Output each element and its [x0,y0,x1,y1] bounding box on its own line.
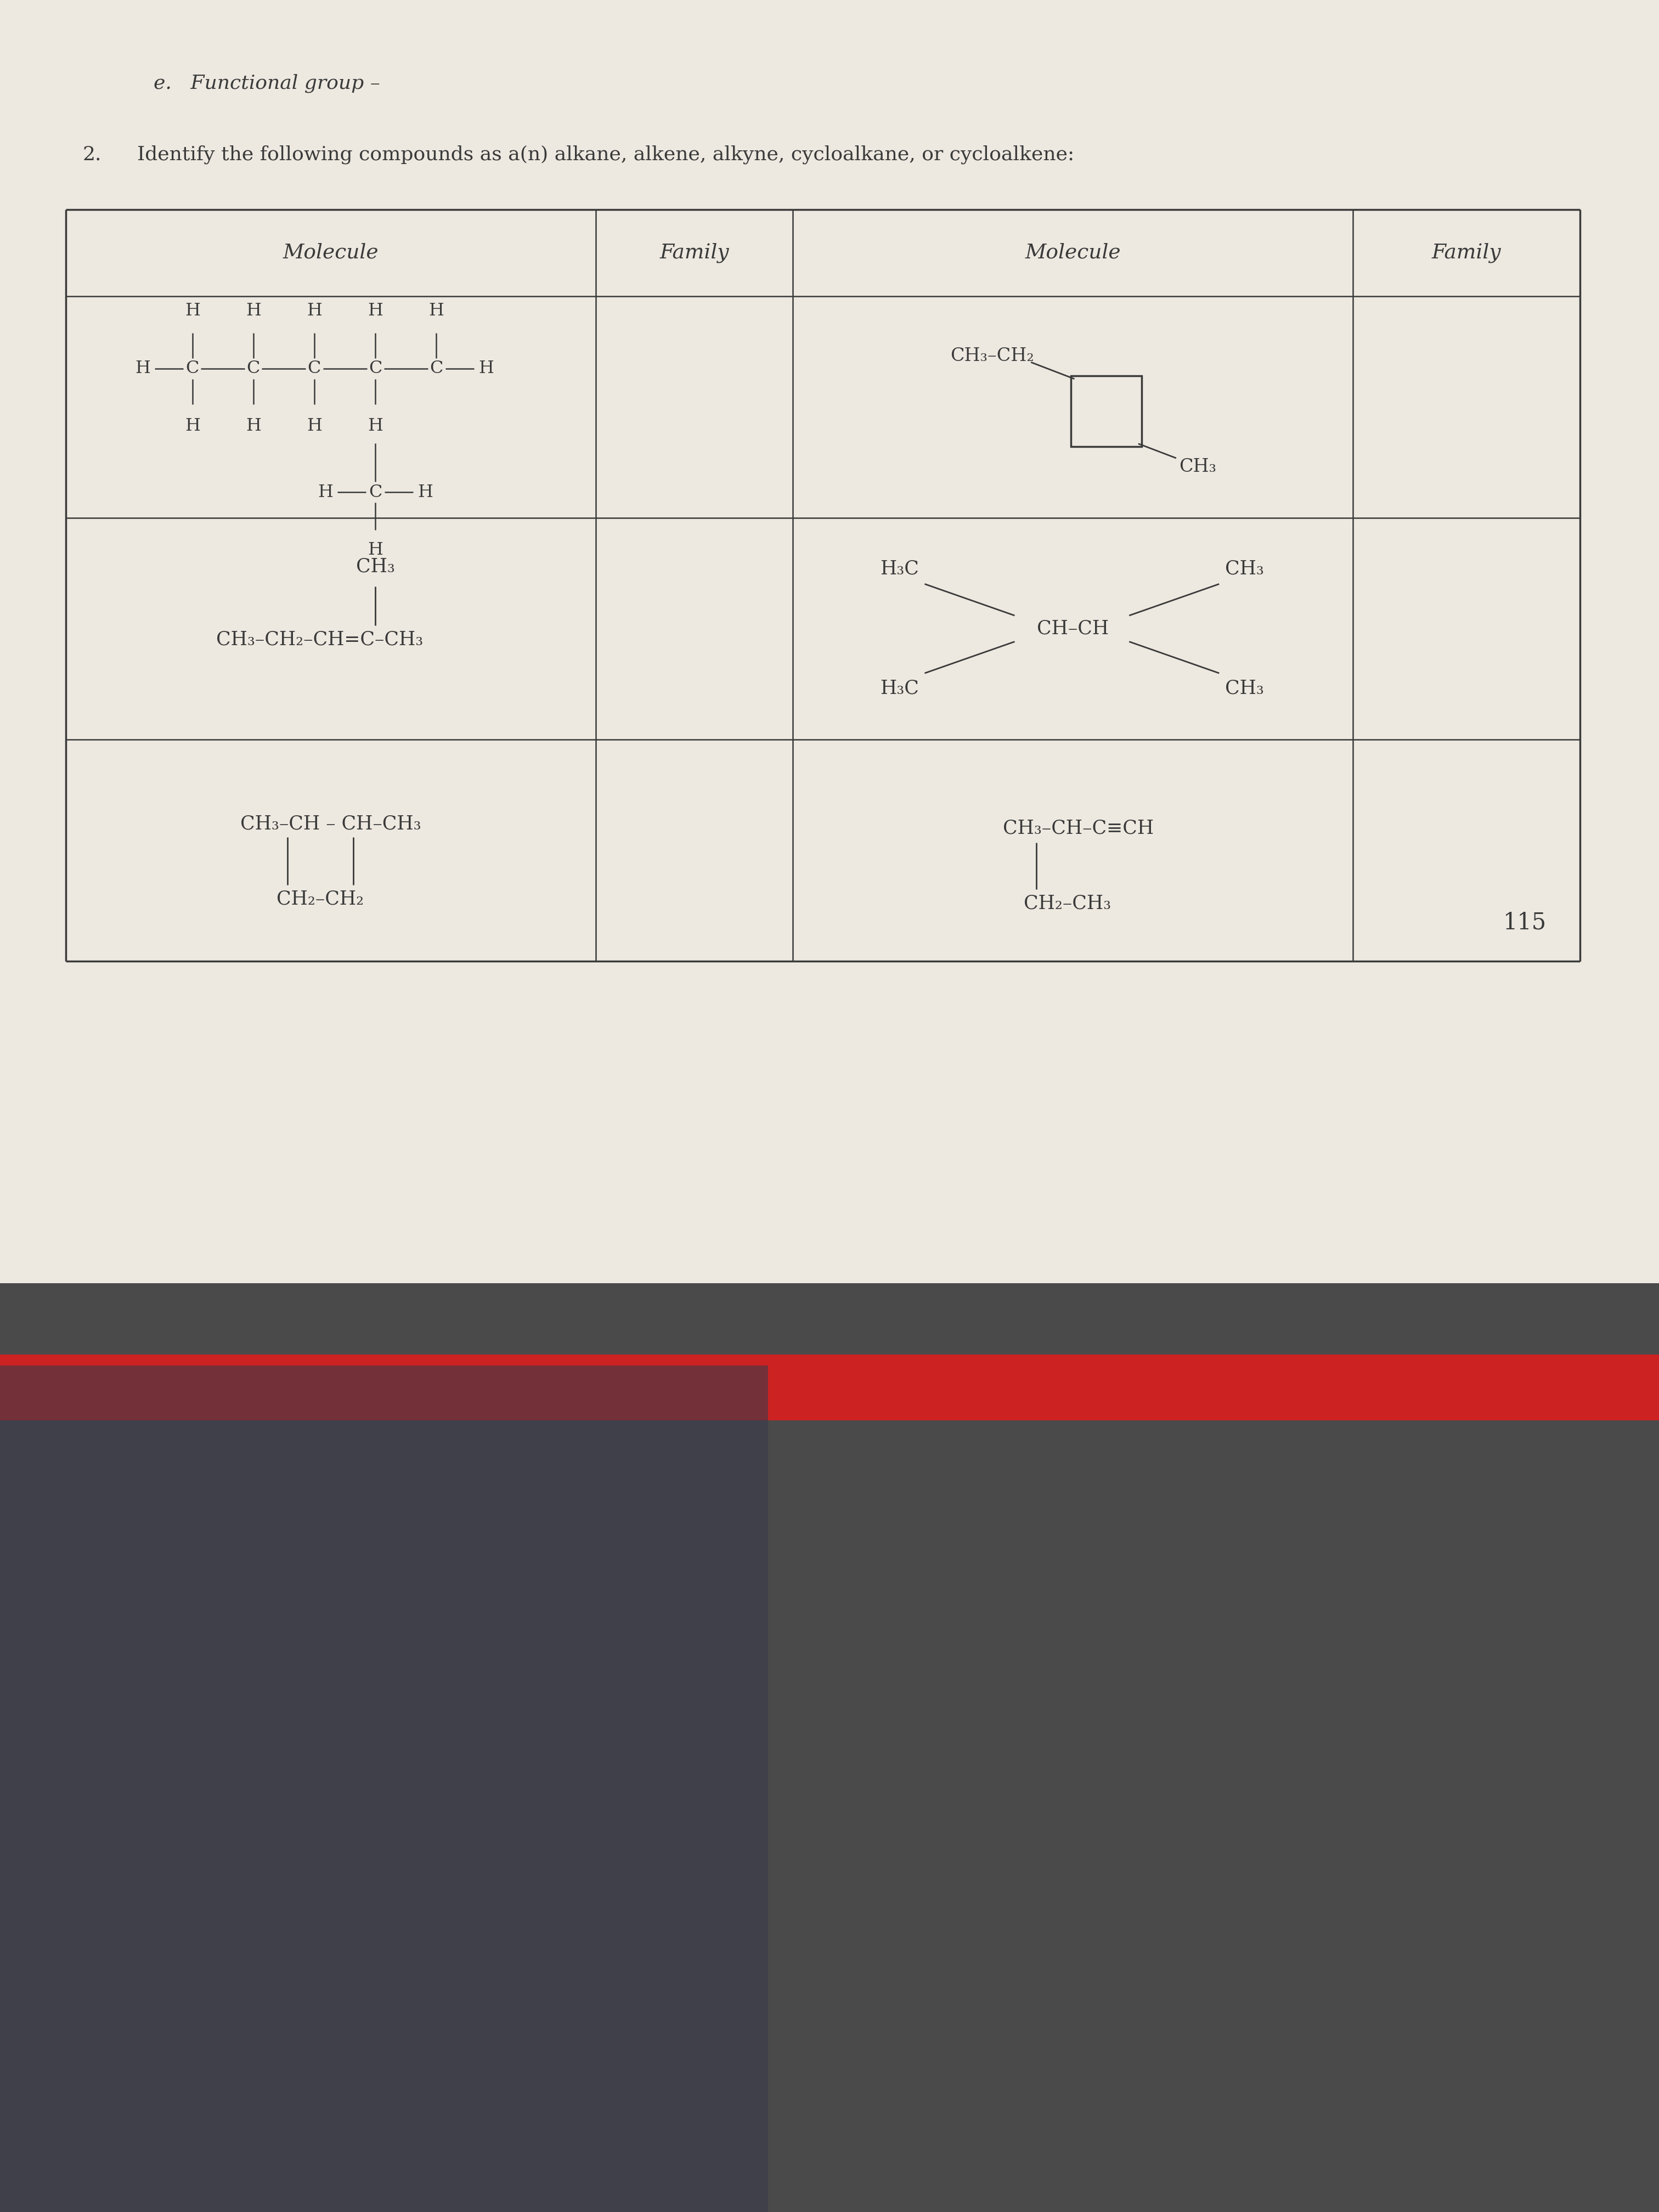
Text: C: C [186,361,199,376]
Text: CH–CH: CH–CH [1037,619,1108,637]
Text: C: C [247,361,260,376]
Text: H: H [307,418,322,434]
Text: CH₃: CH₃ [1224,679,1264,697]
Text: 115: 115 [1503,911,1546,933]
Text: H₃C: H₃C [879,679,919,697]
Bar [0,1354,1659,1420]
Bar [0,1365,768,2212]
Bar [0,1283,1659,2212]
Text: 2.: 2. [83,146,101,164]
Text: CH₃: CH₃ [1224,560,1264,577]
Text: C: C [307,361,322,376]
Text: H: H [307,303,322,319]
Text: H: H [428,303,445,319]
Text: CH₃–CH₂–CH=C–CH₃: CH₃–CH₂–CH=C–CH₃ [216,630,423,648]
Text: CH₂–CH₂: CH₂–CH₂ [277,889,363,909]
Text: H: H [246,418,260,434]
Text: CH₂–CH₃: CH₂–CH₃ [1024,894,1112,914]
Text: Family: Family [1432,243,1501,263]
Text: C: C [368,361,382,376]
Text: H: H [368,418,383,434]
Bar [0,0,1659,1256]
Text: H: H [134,361,149,376]
Text: C: C [430,361,443,376]
Text: H: H [246,303,260,319]
Bar [1072,376,1141,447]
Text: H: H [317,484,333,500]
Text: H: H [184,303,201,319]
Text: Molecule: Molecule [284,243,378,263]
Text: Identify the following compounds as a(n) alkane, alkene, alkyne, cycloalkane, or: Identify the following compounds as a(n)… [138,146,1075,164]
Text: H: H [418,484,433,500]
Text: H: H [478,361,494,376]
Text: C: C [368,484,382,500]
Text: H: H [368,542,383,557]
Text: CH₃: CH₃ [1180,458,1216,476]
Text: Family: Family [660,243,728,263]
Text: H: H [184,418,201,434]
Text: H: H [368,303,383,319]
Text: CH₃: CH₃ [357,557,395,575]
Text: e.   Functional group –: e. Functional group – [154,73,380,93]
Text: CH₃–CH–C≡CH: CH₃–CH–C≡CH [1004,818,1153,838]
Text: H₃C: H₃C [879,560,919,577]
Text: CH₃–CH₂: CH₃–CH₂ [951,347,1035,365]
Text: CH₃–CH – CH–CH₃: CH₃–CH – CH–CH₃ [241,814,421,834]
Text: Molecule: Molecule [1025,243,1121,263]
